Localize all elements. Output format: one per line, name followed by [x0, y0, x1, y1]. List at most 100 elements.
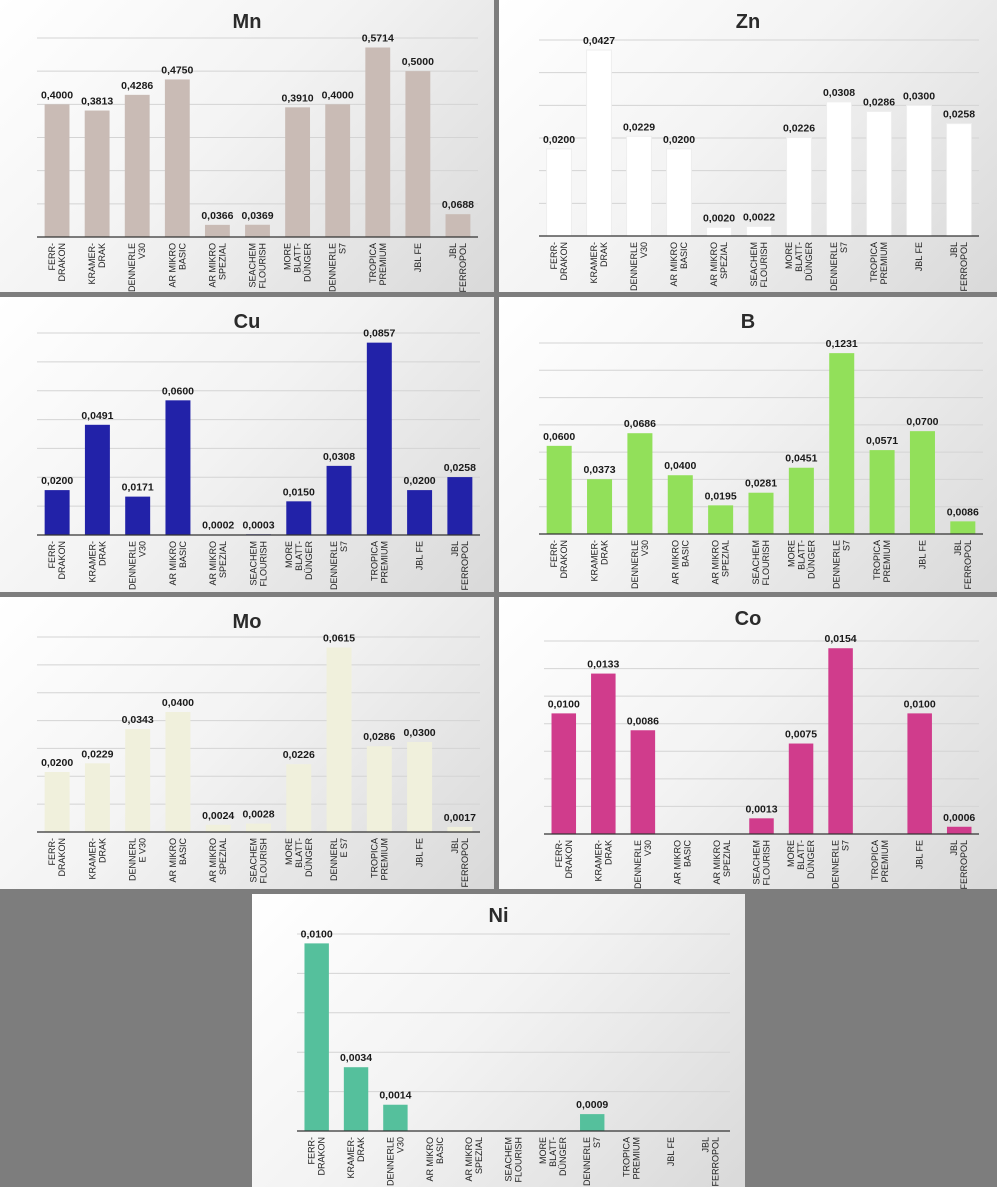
category-label-line: KRAMER-	[87, 838, 97, 880]
data-label-mo-2: 0,0343	[122, 714, 154, 726]
category-label-line: KRAMER-	[593, 840, 603, 882]
data-label-mn-6: 0,3910	[282, 92, 314, 104]
bar-mn-5	[245, 224, 270, 237]
category-label-mn-5: SEACHEM FLOURISH	[248, 243, 268, 289]
data-label-cu-2: 0,0171	[122, 482, 154, 494]
category-label-line: S7	[841, 840, 851, 851]
category-label-mn-4: AR MIKRO SPEZIAL	[207, 243, 227, 288]
category-label-mn-9: JBL FE	[413, 243, 423, 272]
data-label-b-8: 0,0571	[866, 435, 898, 447]
bar-zn-7	[826, 101, 852, 237]
category-label-line: FERR-	[554, 840, 564, 868]
bar-cu-9	[407, 490, 433, 535]
category-label-line: DÜNGER	[804, 242, 814, 282]
category-label-line: BLATT-	[794, 242, 804, 272]
category-label-line: DENNERLE	[832, 540, 842, 589]
category-label-ni-0: FERR- DRAKON	[307, 1137, 327, 1176]
category-label-line: BLATT-	[796, 540, 806, 570]
category-label-line: PREMIUM	[378, 243, 388, 286]
data-label-mn-5: 0,0369	[241, 210, 273, 222]
category-label-zn-9: JBL FE	[914, 242, 924, 271]
category-label-line: E S7	[339, 838, 349, 858]
category-label-line: DRAKON	[57, 541, 67, 580]
category-label-line: JBL FE	[415, 541, 425, 570]
category-label-line: MORE	[538, 1137, 548, 1164]
category-label-line: BASIC	[679, 242, 689, 270]
category-label-mn-3: AR MIKRO BASIC	[167, 243, 187, 288]
bar-cu-0	[44, 490, 70, 535]
category-label-line: BLATT-	[293, 243, 303, 273]
category-label-line: DENNERLE	[831, 840, 841, 889]
bar-cu-2	[125, 496, 151, 535]
category-label-zn-2: DENNERLE V30	[629, 242, 649, 291]
category-label-b-0: FERR- DRAKON	[549, 540, 569, 579]
bar-mn-0	[44, 104, 70, 237]
category-label-line: SEACHEM	[751, 540, 761, 585]
bar-b-5	[748, 492, 774, 534]
category-label-b-4: AR MIKRO SPEZIAL	[711, 540, 731, 585]
category-label-cu-9: JBL FE	[415, 541, 425, 570]
gridlines	[37, 332, 480, 507]
category-label-ni-10: JBL FERROPOL	[700, 1137, 720, 1187]
category-label-line: FERROPOL	[458, 243, 468, 292]
category-label-line: JBL FE	[915, 840, 925, 869]
category-label-cu-4: AR MIKRO SPEZIAL	[208, 541, 228, 586]
category-label-mo-3: AR MIKRO BASIC	[168, 838, 188, 883]
chart-zn: Zn 0,0200 FERR- DRAKON 0,0427 KRAMER- DRAK 0,02…	[539, 11, 979, 292]
data-label-zn-5: 0,0022	[743, 211, 775, 223]
category-label-co-0: FERR- DRAKON	[554, 840, 574, 879]
category-label-line: FLOURISH	[514, 1137, 524, 1183]
category-label-line: JBL FE	[917, 540, 927, 569]
category-label-co-2: DENNERLE V30	[633, 840, 653, 889]
bar-zn-4	[706, 226, 732, 237]
bar-mn-6	[285, 107, 311, 238]
data-label-zn-0: 0,0200	[543, 134, 575, 146]
category-label-line: DRAK	[600, 540, 610, 565]
category-label-ni-4: AR MIKRO SPEZIAL	[464, 1137, 484, 1182]
category-label-zn-5: SEACHEM FLOURISH	[749, 242, 769, 288]
category-label-line: TROPICA	[622, 1137, 632, 1177]
data-label-ni-1: 0,0034	[340, 1052, 372, 1064]
bar-mn-10	[445, 214, 471, 237]
category-label-line: SEACHEM	[749, 242, 759, 287]
category-label-line: DENNERLE	[582, 1137, 592, 1186]
data-label-zn-4: 0,0020	[703, 212, 735, 224]
bar-co-10	[946, 826, 972, 834]
category-label-line: AR MIKRO	[711, 540, 721, 585]
data-label-zn-2: 0,0229	[623, 121, 655, 133]
chart-title-ni: Ni	[489, 905, 509, 927]
category-label-line: DENNERLE	[629, 242, 639, 291]
data-label-b-4: 0,0195	[705, 490, 737, 502]
category-label-line: AR MIKRO	[709, 242, 719, 287]
data-label-b-5: 0,0281	[745, 478, 777, 490]
category-label-line: SEACHEM	[248, 243, 258, 288]
category-label-line: V30	[640, 540, 650, 556]
data-label-b-9: 0,0700	[906, 416, 938, 428]
bar-co-5	[749, 818, 774, 834]
category-label-line: FLOURISH	[762, 840, 772, 886]
data-label-cu-3: 0,0600	[162, 385, 194, 397]
category-label-line: DRAK	[97, 541, 107, 566]
category-label-line: DENNERL	[128, 838, 138, 881]
category-label-line: AR MIKRO	[670, 540, 680, 585]
bar-zn-5	[746, 225, 772, 237]
category-label-line: SPEZIAL	[474, 1137, 484, 1174]
category-label-line: MORE	[284, 838, 294, 865]
bar-b-3	[667, 475, 693, 534]
category-label-line: TROPICA	[869, 242, 879, 282]
data-label-b-7: 0,1231	[826, 338, 858, 350]
bar-zn-6	[786, 137, 812, 237]
category-label-mo-5: SEACHEM FLOURISH	[249, 838, 269, 884]
bar-mo-0	[44, 772, 70, 832]
category-label-line: DENNERL	[329, 838, 339, 881]
data-label-mn-0: 0,4000	[41, 89, 73, 101]
chart-title-co: Co	[735, 608, 762, 630]
category-label-line: S7	[592, 1137, 602, 1148]
category-label-ni-8: TROPICA PREMIUM	[622, 1137, 642, 1180]
category-label-line: JBL FE	[666, 1137, 676, 1166]
data-label-ni-0: 0,0100	[301, 928, 333, 940]
category-label-mn-7: DENNERLE S7	[328, 243, 348, 292]
category-label-line: AR MIKRO	[712, 840, 722, 885]
category-label-co-7: DENNERLE S7	[831, 840, 851, 889]
data-label-co-1: 0,0133	[587, 659, 619, 671]
